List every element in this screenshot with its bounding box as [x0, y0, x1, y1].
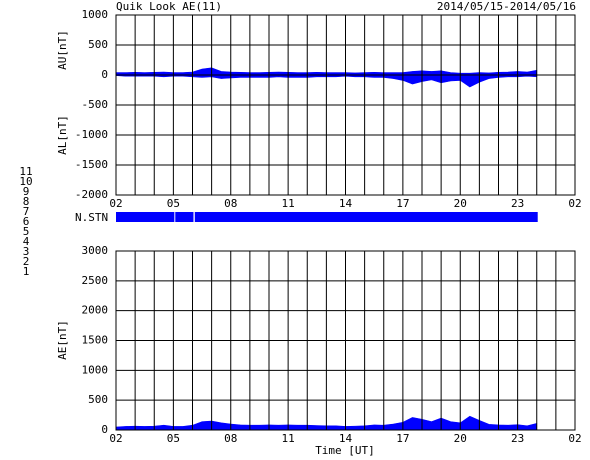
station-key-label: 4 [23, 235, 30, 248]
station-bar [116, 212, 175, 222]
x-tick-label: 17 [396, 432, 409, 445]
area [115, 67, 538, 76]
plot-frame [115, 250, 576, 431]
station-key-label: 2 [23, 255, 30, 268]
y-tick-label: -2000 [75, 188, 108, 201]
x-tick-label: 08 [224, 197, 237, 210]
x-tick-label: 05 [167, 432, 180, 445]
x-tick-label: 23 [511, 197, 524, 210]
station-key-label: 7 [23, 205, 30, 218]
x-tick-label: 14 [339, 197, 353, 210]
area [115, 74, 538, 88]
x-axis-label: Time [UT] [315, 444, 375, 457]
x-tick-label: 11 [282, 432, 295, 445]
plot-frame [115, 14, 576, 196]
y-axis-label: AL[nT] [56, 115, 69, 155]
y-tick-label: 1000 [82, 8, 109, 21]
station-key-label: 3 [23, 245, 30, 258]
x-tick-label: 17 [396, 197, 409, 210]
station-key-label: 5 [23, 225, 30, 238]
y-tick-label: -500 [82, 98, 109, 111]
y-tick-label: 3000 [82, 244, 109, 257]
station-key-label: 6 [23, 215, 30, 228]
y-axis-label: AE[nT] [56, 320, 69, 360]
y-tick-label: 1000 [82, 363, 109, 376]
y-tick-label: 0 [101, 423, 108, 436]
x-tick-label: 20 [454, 197, 467, 210]
station-key-label: 11 [19, 165, 32, 178]
x-tick-label: 14 [339, 432, 353, 445]
x-tick-label: 05 [167, 197, 180, 210]
x-tick-label: 08 [224, 432, 237, 445]
x-tick-label: 20 [454, 432, 467, 445]
x-tick-label: 11 [282, 197, 295, 210]
x-tick-label: 02 [568, 432, 581, 445]
station-bar [175, 212, 194, 222]
y-tick-label: 500 [88, 38, 108, 51]
y-tick-label: 2000 [82, 304, 109, 317]
station-key-label: 8 [23, 195, 30, 208]
x-tick-label: 02 [568, 197, 581, 210]
stn-label: N.STN [75, 211, 108, 224]
station-bar [194, 212, 538, 222]
x-tick-label: 23 [511, 432, 524, 445]
y-tick-label: 2500 [82, 274, 109, 287]
station-key-label: 1 [23, 265, 30, 278]
station-key-label: 10 [19, 175, 32, 188]
y-tick-label: 500 [88, 393, 108, 406]
y-tick-label: -1000 [75, 128, 108, 141]
x-tick-label: 02 [109, 197, 122, 210]
y-axis-label: AU[nT] [56, 30, 69, 70]
area [115, 415, 538, 431]
y-tick-label: 1500 [82, 334, 109, 347]
y-tick-label: -1500 [75, 158, 108, 171]
station-key-label: 9 [23, 185, 30, 198]
date-range: 2014/05/15-2014/05/16 [437, 0, 576, 13]
x-tick-label: 02 [109, 432, 122, 445]
chart-title: Quik Look AE(11) [116, 0, 222, 13]
y-tick-label: 0 [101, 68, 108, 81]
